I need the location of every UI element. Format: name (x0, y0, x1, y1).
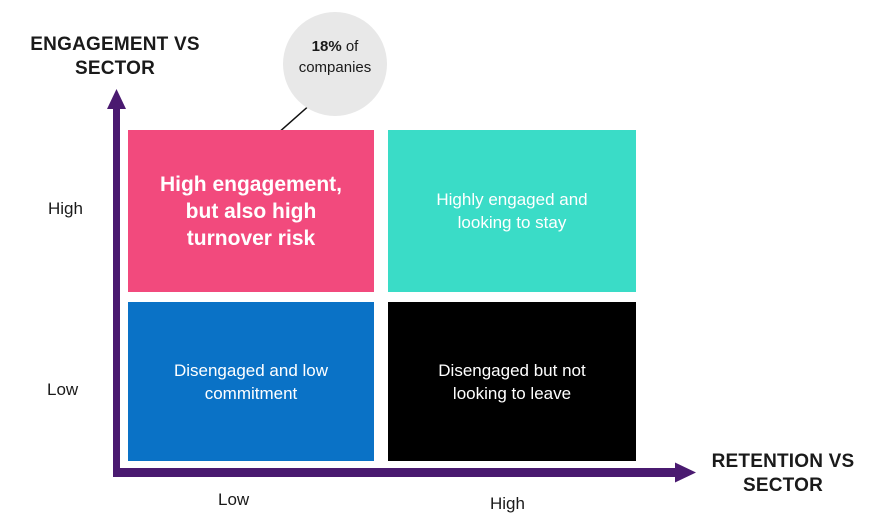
y-axis-title: ENGAGEMENT VS SECTOR (30, 34, 200, 79)
y-axis-arrowhead-icon (107, 89, 126, 109)
quadrant-high-engagement-high-turnover: High engagement, but also high turnover … (128, 130, 374, 292)
quadrant-engaged-staying: Highly engaged and looking to stay (388, 130, 636, 292)
annotation-percent: 18% (311, 38, 342, 55)
x-axis-arrowhead-icon (675, 462, 696, 483)
quadrant-disengaged-low-commitment: Disengaged and low commitment (128, 302, 374, 461)
quadrant-label: Disengaged but not looking to leave (438, 360, 586, 403)
annotation-line2: companies (298, 59, 372, 76)
y-axis-low-label: Low (47, 380, 79, 399)
x-axis-high-label: High (490, 494, 525, 513)
quadrant-label: High engagement, but also high turnover … (159, 172, 343, 250)
y-axis-high-label: High (48, 199, 83, 218)
annotation-suffix: of (341, 38, 359, 55)
quadrant-disengaged-not-leaving: Disengaged but not looking to leave (388, 302, 636, 461)
annotation-line1: 18% of (312, 36, 359, 57)
x-axis-low-label: Low (218, 490, 250, 509)
annotation-bubble: 18% of companies (283, 12, 387, 116)
quadrant-label: Highly engaged and looking to stay (436, 190, 588, 232)
quadrant-label: Disengaged and low commitment (173, 360, 329, 403)
x-axis-title: RETENTION VS SECTOR (711, 451, 855, 496)
